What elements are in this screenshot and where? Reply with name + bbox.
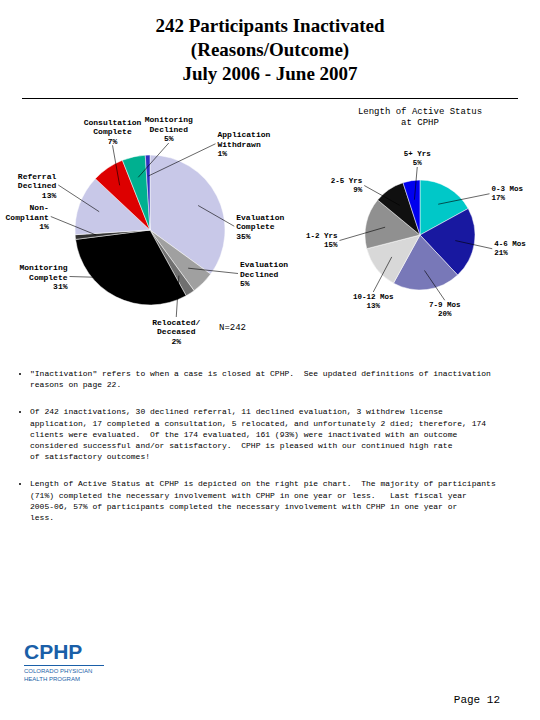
html-text:HEALTH PROGRAM: HEALTH PROGRAM bbox=[24, 675, 80, 682]
html-text:242 Participants Inactivated (: 242 Participants Inactivated (Reasons/Ou… bbox=[155, 15, 385, 84]
html-text:Page 12: Page 12 bbox=[453, 694, 500, 706]
svg-text:7-9 Mos20%: 7-9 Mos20% bbox=[429, 301, 461, 318]
svg-text:10-12 Mos13%: 10-12 Mos13% bbox=[353, 293, 394, 310]
svg-text:ReferralDeclined13%: ReferralDeclined13% bbox=[18, 171, 57, 199]
svg-text:ApplicationWithdrawn1%: ApplicationWithdrawn1% bbox=[218, 130, 271, 158]
html-text:Length of Active Status at CPH: Length of Active Status at CPHP bbox=[357, 107, 483, 129]
html-text:Of 242 inactivations, 30 decli: Of 242 inactivations, 30 declined referr… bbox=[30, 407, 487, 462]
html-text:COLORADO PHYSICIAN: COLORADO PHYSICIAN bbox=[24, 668, 93, 675]
html-text:"Inactivation" refers to when: "Inactivation" refers to when a case is … bbox=[30, 369, 491, 390]
svg-text:0-3 Mos17%: 0-3 Mos17% bbox=[492, 185, 524, 202]
svg-text:MonitoringDeclined5%: MonitoringDeclined5% bbox=[145, 115, 193, 143]
svg-text:5+ Yrs5%: 5+ Yrs5% bbox=[404, 150, 432, 167]
svg-text:2-5 Yrs9%: 2-5 Yrs9% bbox=[331, 177, 363, 194]
svg-text:1-2 Yrs15%: 1-2 Yrs15% bbox=[306, 232, 338, 249]
svg-text:Relocated/Deceased2%: Relocated/Deceased2% bbox=[152, 317, 200, 345]
svg-text:Non-Compliant1%: Non-Compliant1% bbox=[8, 203, 49, 231]
svg-text:ConsultationComplete7%: ConsultationComplete7% bbox=[84, 117, 142, 145]
svg-text:MonitoringComplete31%: MonitoringComplete31% bbox=[19, 263, 67, 291]
svg-text:N=242: N=242 bbox=[219, 323, 246, 333]
svg-text:4-6 Mos21%: 4-6 Mos21% bbox=[494, 240, 526, 257]
svg-text:EvaluationComplete35%: EvaluationComplete35% bbox=[236, 212, 284, 240]
html-text:CPHP: CPHP bbox=[24, 640, 83, 663]
svg-text:EvaluationDeclined5%: EvaluationDeclined5% bbox=[240, 260, 288, 288]
html-text:Length of Active Status at CPH: Length of Active Status at CPHP is depic… bbox=[30, 479, 496, 522]
